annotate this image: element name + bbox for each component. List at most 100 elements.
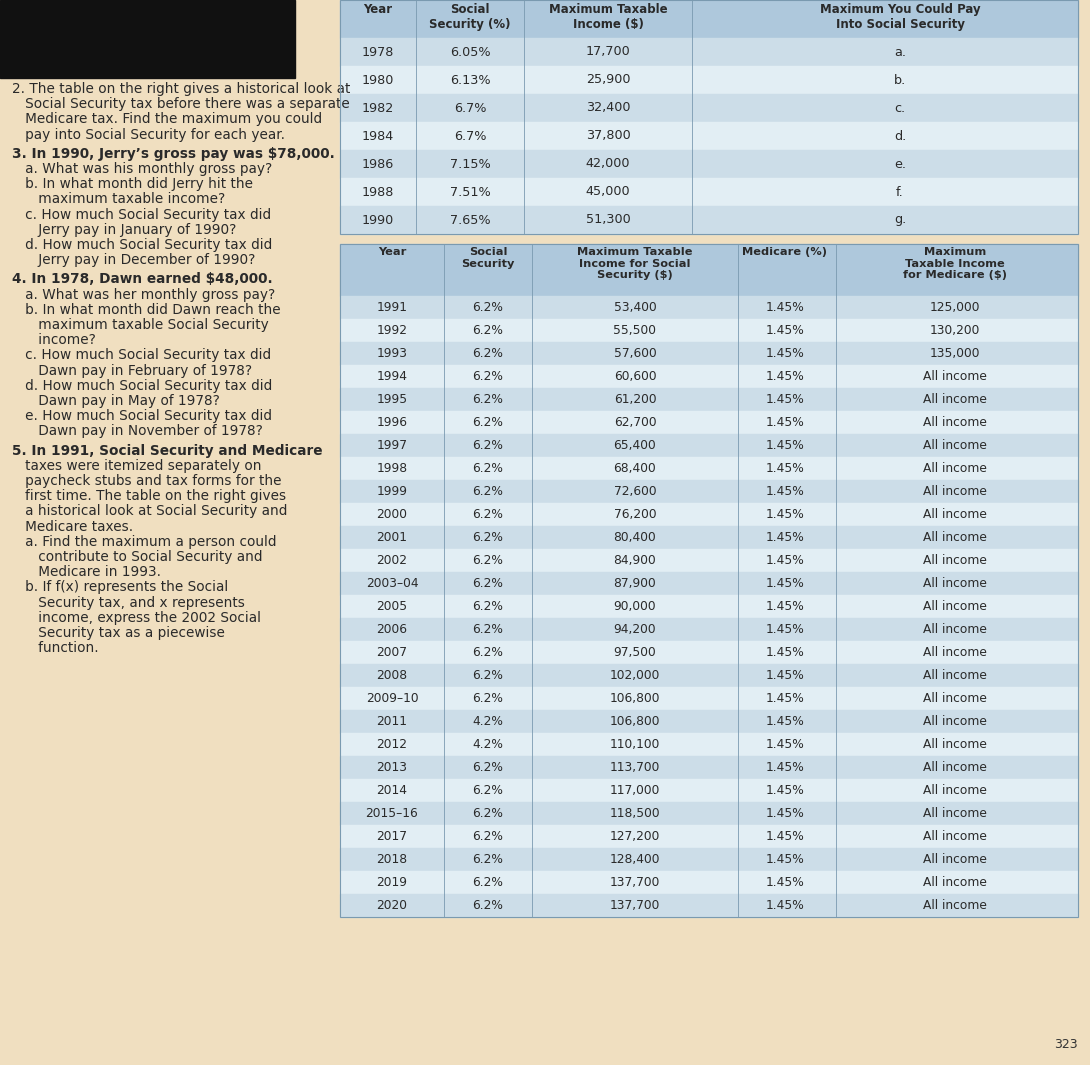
Text: contribute to Social Security and: contribute to Social Security and: [12, 550, 263, 564]
Bar: [340, 480, 1078, 503]
Text: Dawn pay in November of 1978?: Dawn pay in November of 1978?: [12, 424, 263, 439]
Text: d. How much Social Security tax did: d. How much Social Security tax did: [12, 237, 272, 252]
Text: 80,400: 80,400: [614, 531, 656, 544]
Text: 2007: 2007: [376, 646, 408, 659]
Text: 17,700: 17,700: [585, 46, 630, 59]
Text: 2. The table on the right gives a historical look at: 2. The table on the right gives a histor…: [12, 82, 350, 96]
Text: 1.45%: 1.45%: [765, 899, 804, 912]
Text: 6.2%: 6.2%: [473, 324, 504, 337]
Text: All income: All income: [923, 715, 986, 728]
Text: 2013: 2013: [376, 761, 408, 774]
Text: 2009–10: 2009–10: [365, 692, 419, 705]
Text: g.: g.: [894, 213, 906, 227]
Text: 4.2%: 4.2%: [473, 715, 504, 728]
Text: 118,500: 118,500: [609, 807, 661, 820]
Text: function.: function.: [12, 641, 98, 655]
Text: taxes were itemized separately on: taxes were itemized separately on: [12, 459, 262, 473]
Text: 128,400: 128,400: [609, 853, 661, 866]
Bar: [340, 779, 1078, 802]
Text: a. What was her monthly gross pay?: a. What was her monthly gross pay?: [12, 288, 276, 301]
Bar: [340, 150, 1078, 178]
Text: All income: All income: [923, 761, 986, 774]
Bar: [340, 411, 1078, 435]
Bar: [340, 848, 1078, 871]
Text: 1.45%: 1.45%: [765, 830, 804, 843]
Text: 1.45%: 1.45%: [765, 715, 804, 728]
Text: 53,400: 53,400: [614, 301, 656, 314]
Text: 1.45%: 1.45%: [765, 807, 804, 820]
Text: Year: Year: [378, 247, 407, 257]
Text: Maximum Taxable
Income ($): Maximum Taxable Income ($): [548, 3, 667, 31]
Text: 6.2%: 6.2%: [473, 393, 504, 406]
Text: Social Security tax before there was a separate: Social Security tax before there was a s…: [12, 97, 350, 111]
Bar: [340, 710, 1078, 733]
Text: 1.45%: 1.45%: [765, 554, 804, 567]
Text: 6.2%: 6.2%: [473, 807, 504, 820]
Text: 1999: 1999: [376, 485, 408, 498]
Text: 76,200: 76,200: [614, 508, 656, 521]
Bar: [0, 0, 295, 78]
Text: 2000: 2000: [376, 508, 408, 521]
Bar: [340, 663, 1078, 687]
Text: 65,400: 65,400: [614, 439, 656, 452]
Text: All income: All income: [923, 669, 986, 682]
Text: 1992: 1992: [376, 324, 408, 337]
Text: 1984: 1984: [362, 130, 395, 143]
Bar: [340, 94, 1078, 122]
Text: 1.45%: 1.45%: [765, 600, 804, 613]
Text: All income: All income: [923, 646, 986, 659]
Text: 6.05%: 6.05%: [450, 46, 490, 59]
Text: c.: c.: [895, 101, 906, 115]
Text: 1.45%: 1.45%: [765, 347, 804, 360]
Bar: [340, 365, 1078, 388]
Bar: [340, 66, 1078, 94]
Text: 3. In 1990, Jerry’s gross pay was $78,000.: 3. In 1990, Jerry’s gross pay was $78,00…: [12, 147, 335, 161]
Text: Dawn pay in February of 1978?: Dawn pay in February of 1978?: [12, 363, 252, 378]
Bar: [340, 178, 1078, 206]
Text: All income: All income: [923, 485, 986, 498]
Bar: [340, 388, 1078, 411]
Text: Jerry pay in December of 1990?: Jerry pay in December of 1990?: [12, 253, 255, 267]
Text: 1.45%: 1.45%: [765, 485, 804, 498]
Text: 37,800: 37,800: [585, 130, 630, 143]
Text: Medicare taxes.: Medicare taxes.: [12, 520, 133, 534]
Text: 1.45%: 1.45%: [765, 531, 804, 544]
Text: a. Find the maximum a person could: a. Find the maximum a person could: [12, 535, 277, 548]
Text: a historical look at Social Security and: a historical look at Social Security and: [12, 505, 288, 519]
Text: 6.2%: 6.2%: [473, 899, 504, 912]
Text: 2018: 2018: [376, 853, 408, 866]
Text: c. How much Social Security tax did: c. How much Social Security tax did: [12, 348, 271, 362]
Text: 97,500: 97,500: [614, 646, 656, 659]
Text: All income: All income: [923, 416, 986, 429]
Text: income?: income?: [12, 333, 96, 347]
Text: All income: All income: [923, 439, 986, 452]
Text: 6.2%: 6.2%: [473, 646, 504, 659]
Text: 1998: 1998: [376, 462, 408, 475]
Text: 6.2%: 6.2%: [473, 531, 504, 544]
Text: All income: All income: [923, 508, 986, 521]
Bar: [340, 320, 1078, 342]
Text: 6.2%: 6.2%: [473, 416, 504, 429]
Text: 1.45%: 1.45%: [765, 623, 804, 636]
Text: 72,600: 72,600: [614, 485, 656, 498]
Text: 6.7%: 6.7%: [453, 101, 486, 115]
Text: e. How much Social Security tax did: e. How much Social Security tax did: [12, 409, 272, 423]
Bar: [340, 618, 1078, 641]
Text: 1.45%: 1.45%: [765, 301, 804, 314]
Text: 127,200: 127,200: [609, 830, 661, 843]
Text: 1993: 1993: [376, 347, 408, 360]
Text: 2001: 2001: [376, 531, 408, 544]
Text: 5. In 1991, Social Security and Medicare: 5. In 1991, Social Security and Medicare: [12, 444, 323, 458]
Text: 102,000: 102,000: [609, 669, 661, 682]
Text: All income: All income: [923, 577, 986, 590]
Text: 1.45%: 1.45%: [765, 738, 804, 751]
Bar: [340, 342, 1078, 365]
Bar: [340, 244, 1078, 917]
Bar: [340, 733, 1078, 756]
Text: 60,600: 60,600: [614, 370, 656, 383]
Text: 1.45%: 1.45%: [765, 669, 804, 682]
Text: 2002: 2002: [376, 554, 408, 567]
Text: 2015–16: 2015–16: [365, 807, 419, 820]
Text: 110,100: 110,100: [609, 738, 661, 751]
Text: Dawn pay in May of 1978?: Dawn pay in May of 1978?: [12, 394, 220, 408]
